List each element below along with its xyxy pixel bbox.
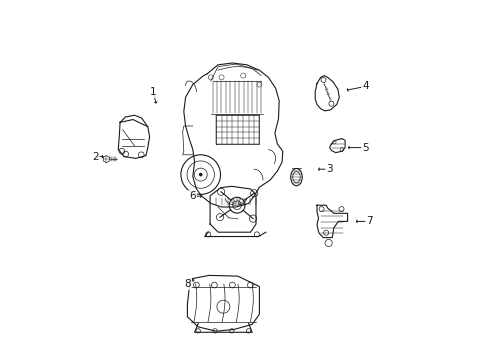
Text: 1: 1 — [150, 87, 156, 97]
Text: 5: 5 — [362, 143, 369, 153]
Text: 4: 4 — [362, 81, 369, 91]
Text: 3: 3 — [326, 164, 333, 174]
Circle shape — [199, 173, 202, 176]
Text: 2: 2 — [92, 152, 99, 162]
Text: 7: 7 — [366, 216, 372, 226]
Text: 8: 8 — [184, 279, 191, 289]
Text: 6: 6 — [190, 191, 196, 201]
